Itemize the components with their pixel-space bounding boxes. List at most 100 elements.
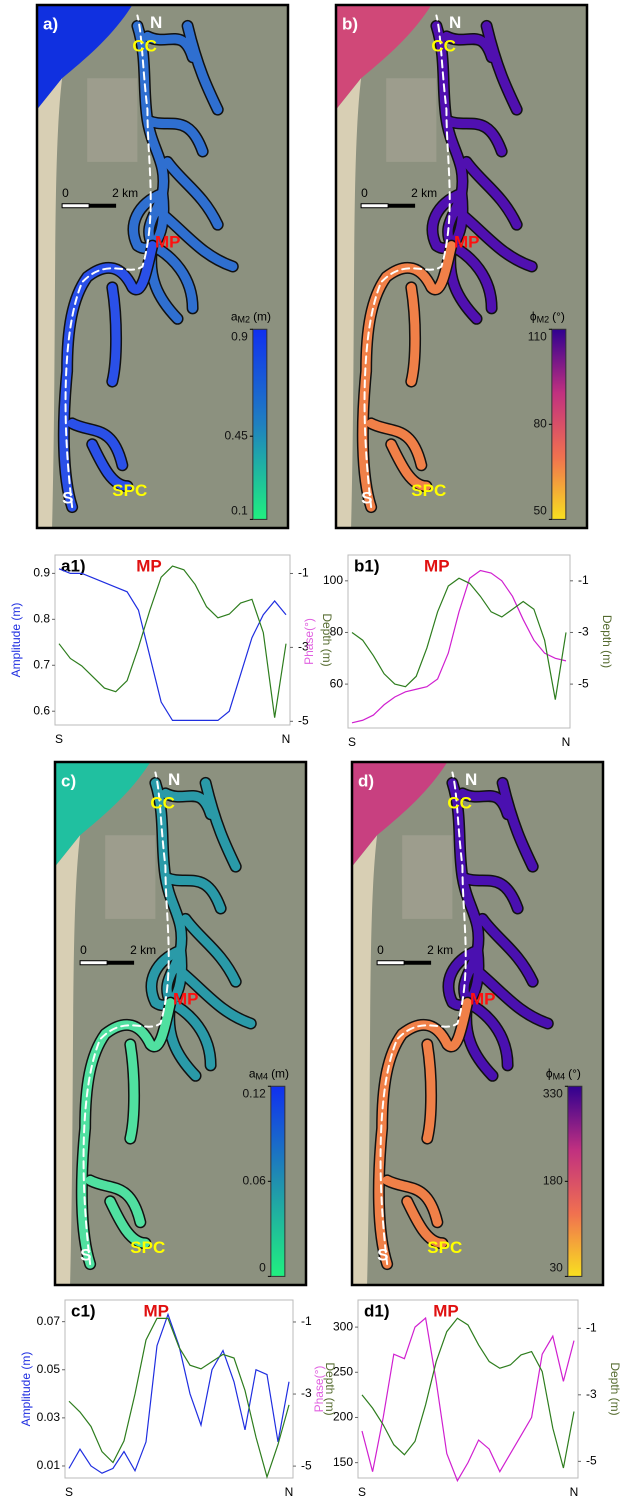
y2-axis-title: Depth (m) — [608, 1362, 622, 1415]
y-tick-label: 0.03 — [37, 1410, 61, 1424]
beach — [336, 78, 362, 528]
scale-label: 2 km — [411, 186, 437, 200]
sea — [352, 762, 448, 867]
channel — [134, 26, 233, 319]
map-panel: a) N CC MP S SPC 0 2 km aM2 (m) 0.9 0.45 0.1 — [35, 5, 290, 528]
colorbar-tick-label: 0 — [259, 1261, 266, 1275]
urban — [87, 78, 138, 162]
centerline — [365, 15, 450, 507]
colorbar — [252, 328, 268, 520]
colorbar-tick-label: 180 — [543, 1173, 563, 1187]
place-label: CC — [431, 36, 456, 55]
series-line — [351, 569, 567, 724]
chart-title: c1) — [71, 1301, 96, 1320]
y-tick-label: 200 — [333, 1410, 353, 1424]
colorbar-title: aM4 (m) — [249, 1066, 289, 1081]
colorbar-symbol: ϕ — [546, 1066, 553, 1080]
place-label: S — [62, 489, 73, 508]
place-label: SPC — [411, 481, 446, 500]
map-geometry — [336, 5, 532, 528]
chart-title: d1) — [364, 1301, 390, 1320]
centerline — [66, 15, 151, 507]
place-label: N — [168, 770, 180, 789]
colorbar-subscript: M4 — [553, 1072, 566, 1082]
colorbar-title: aM2 (m) — [231, 309, 271, 324]
map-background — [55, 762, 306, 1285]
plot-frame — [54, 554, 291, 726]
sea — [336, 5, 432, 110]
map-frame — [53, 760, 308, 1287]
map-frame — [350, 760, 605, 1287]
map-geometry — [55, 762, 251, 1285]
colorbar-unit: (m) — [253, 309, 271, 323]
place-label: CC — [132, 36, 157, 55]
y-tick-label: 300 — [333, 1319, 353, 1333]
place-label: CC — [150, 793, 175, 812]
colorbar — [551, 328, 567, 520]
series-line — [58, 568, 287, 722]
x-tick-label: S — [55, 732, 63, 746]
y-tick-label: 60 — [330, 676, 344, 690]
map-panel: c) N CC MP S SPC 0 2 km aM4 (m) 0.12 0.06 0 — [53, 760, 308, 1287]
plot-frame — [357, 1299, 579, 1479]
x-tick-label: S — [65, 1485, 73, 1499]
place-label: N — [449, 13, 461, 32]
place-label: S — [361, 489, 372, 508]
sea — [37, 5, 133, 110]
map-frame — [334, 3, 589, 530]
colorbar — [270, 1085, 286, 1277]
panel-label: c) — [61, 771, 76, 790]
place-label: SPC — [427, 1238, 462, 1257]
x-tick-label: S — [358, 1485, 366, 1499]
map-geometry — [37, 5, 233, 528]
colorbar-tick-label: 0.06 — [243, 1173, 267, 1187]
channel — [152, 783, 251, 1076]
colorbar-tick-label: 0.12 — [243, 1086, 267, 1100]
y2-axis-title: Depth (m) — [320, 613, 334, 666]
y2-tick-label: -3 — [578, 625, 589, 639]
place-label: MP — [470, 989, 496, 1008]
place-label: MP — [173, 989, 199, 1008]
scale-bar-white — [61, 203, 90, 209]
y-tick-label: 80 — [330, 625, 344, 639]
colorbar-tick-label: 330 — [543, 1086, 563, 1100]
colorbar-unit: (m) — [271, 1066, 289, 1080]
chart-title: a1) — [61, 556, 86, 575]
colorbar-title: ϕM4 (°) — [546, 1066, 581, 1081]
place-label: SPC — [130, 1238, 165, 1257]
map-panel: b) N CC MP S SPC 0 2 km ϕM2 (°) 110 80 50 — [334, 3, 589, 530]
colorbar-tick-label: 0.9 — [231, 329, 248, 343]
scale-bar-white — [79, 960, 108, 966]
map-background — [336, 5, 587, 528]
beach — [55, 835, 81, 1285]
colorbar — [567, 1085, 583, 1277]
y2-tick-label: -5 — [298, 713, 309, 727]
x-tick-label: N — [562, 735, 571, 749]
urban — [105, 835, 156, 919]
colorbar-subscript: M2 — [537, 315, 550, 325]
scale-bar-white — [360, 203, 389, 209]
series-line — [68, 1312, 290, 1474]
place-label: N — [150, 13, 162, 32]
series-line — [351, 577, 567, 700]
y2-tick-label: -1 — [578, 573, 589, 587]
x-tick-label: N — [285, 1485, 294, 1499]
channel — [449, 783, 548, 1076]
colorbar-title: ϕM2 (°) — [530, 309, 565, 324]
centerline — [381, 772, 466, 1264]
x-tick-label: S — [348, 735, 356, 749]
scale-bar-white — [376, 960, 405, 966]
colorbar-unit: (°) — [568, 1066, 581, 1080]
y-tick-label: 0.05 — [37, 1362, 61, 1376]
scale-label: 0 — [62, 186, 69, 200]
y2-axis-title: Depth (m) — [323, 1362, 337, 1415]
scale-bar-black — [388, 203, 416, 208]
y-tick-label: 0.7 — [33, 657, 50, 671]
colorbar-symbol: a — [231, 309, 238, 323]
place-label: MP — [454, 232, 480, 251]
y-axis-title: Phase(°) — [302, 618, 316, 665]
chart-title: b1) — [354, 556, 380, 575]
panel-label: d) — [358, 771, 374, 790]
y2-tick-label: -5 — [586, 1454, 597, 1468]
scale-bar-black — [404, 960, 432, 965]
